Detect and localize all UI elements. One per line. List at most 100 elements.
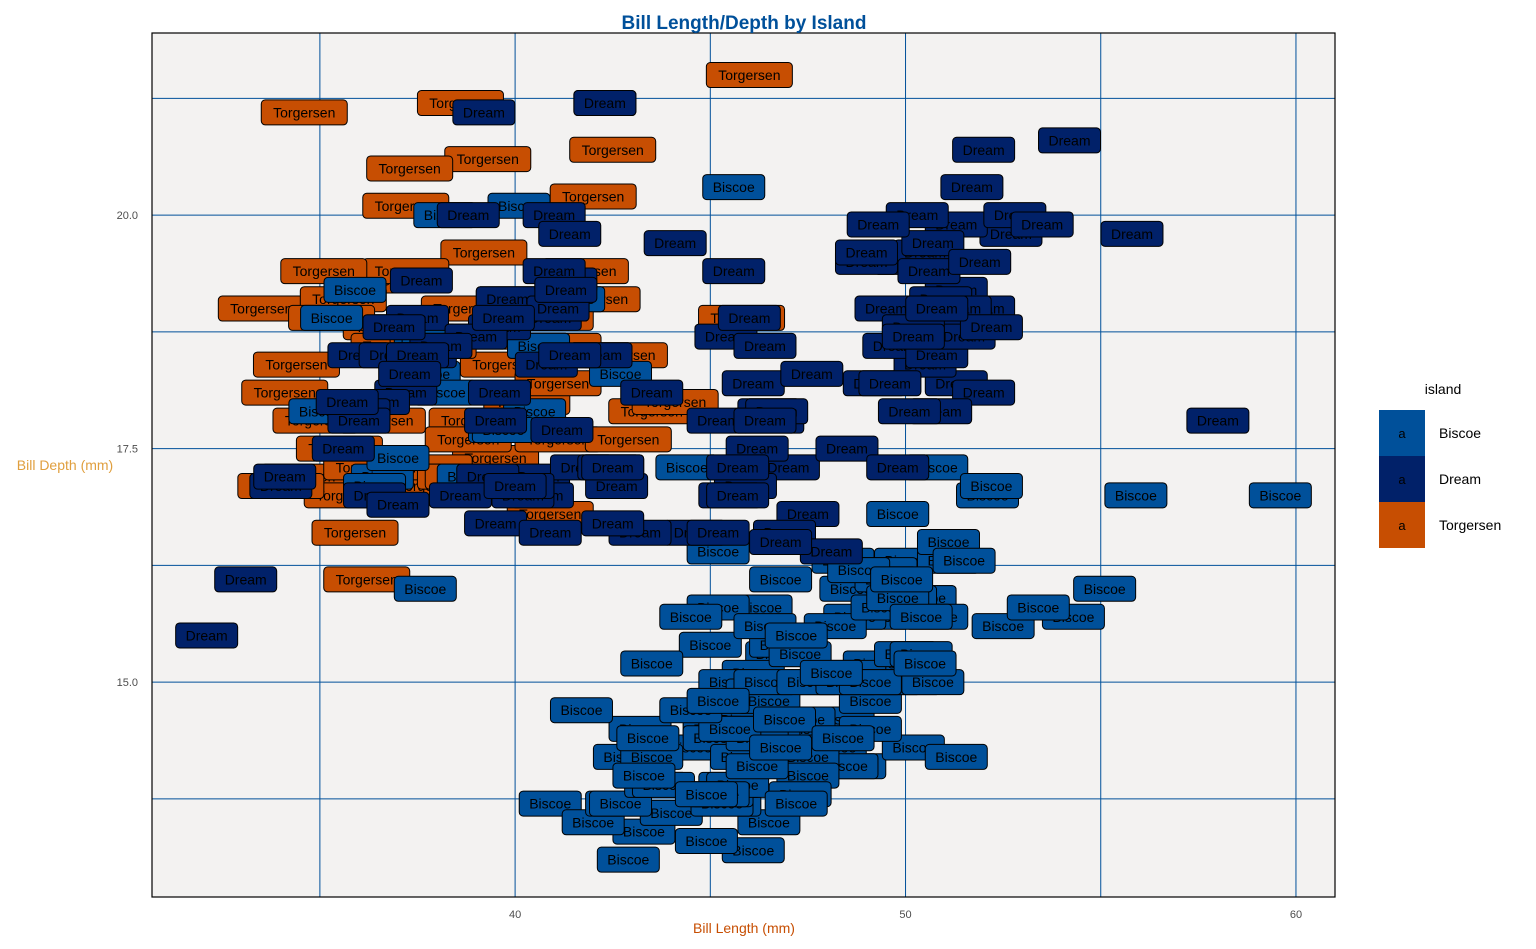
data-label-box: [214, 566, 278, 593]
data-label-text: Biscoe: [685, 833, 727, 849]
data-label-box: [366, 155, 454, 182]
data-label-box: [538, 220, 602, 247]
data-label-text: Dream: [845, 245, 887, 261]
data-label-dream: Dream: [311, 435, 375, 462]
data-label-box: [706, 482, 770, 509]
data-label-dream: Dream: [905, 295, 969, 322]
data-label-box: [643, 230, 707, 257]
data-label-box: [749, 529, 813, 556]
data-label-text: Biscoe: [736, 758, 778, 774]
data-label-box: [1073, 575, 1137, 602]
data-label-text: Dream: [916, 347, 958, 363]
data-label-text: Dream: [389, 366, 431, 382]
data-label-text: Biscoe: [912, 674, 954, 690]
data-label-text: Biscoe: [560, 702, 602, 718]
data-label-dream: Dream: [815, 435, 879, 462]
data-label-dream: Dream: [315, 388, 379, 415]
data-label-box: [1006, 594, 1070, 621]
data-label-box: [440, 239, 528, 266]
data-label-box: [706, 454, 770, 481]
data-label-text: Dream: [959, 254, 1001, 270]
data-label-box: [581, 454, 645, 481]
data-label-dream: Dream: [573, 90, 637, 117]
legend-label: Dream: [1439, 471, 1481, 487]
data-label-text: Torgersen: [273, 104, 335, 120]
data-label-text: Torgersen: [254, 385, 316, 401]
data-label-dream: Dream: [214, 566, 278, 593]
data-label-dream: Dream: [940, 174, 1004, 201]
data-label-torgersen: Torgersen: [440, 239, 528, 266]
data-label-box: [940, 174, 1004, 201]
data-label-box: [530, 416, 594, 443]
data-label-text: Dream: [744, 338, 786, 354]
data-label-text: Dream: [877, 459, 919, 475]
data-label-text: Dream: [549, 347, 591, 363]
data-label-box: [569, 136, 657, 163]
data-label-text: Dream: [697, 525, 739, 541]
data-label-torgersen: Torgersen: [584, 426, 672, 453]
data-label-box: [799, 659, 863, 686]
data-label-text: Biscoe: [881, 571, 923, 587]
data-label-box: [1038, 127, 1102, 154]
data-label-text: Dream: [826, 441, 868, 457]
data-label-biscoe: Biscoe: [752, 706, 816, 733]
data-label-box: [612, 762, 676, 789]
data-label-text: Dream: [338, 413, 380, 429]
data-label-text: Biscoe: [572, 814, 614, 830]
data-label-text: Dream: [486, 291, 528, 307]
data-label-text: Biscoe: [748, 814, 790, 830]
data-labels: Torgersen Torgersen Torgersen Torgersen Torg…: [175, 62, 1312, 873]
data-label-box: [596, 846, 660, 873]
legend-key: [1379, 502, 1425, 548]
data-label-text: Dream: [400, 273, 442, 289]
data-label-box: [702, 258, 766, 285]
data-label-text: Biscoe: [760, 740, 802, 756]
data-label-text: Dream: [533, 207, 575, 223]
data-label-box: [452, 99, 516, 126]
data-label-torgersen: Torgersen: [311, 519, 399, 546]
data-label-text: Dream: [545, 282, 587, 298]
data-label-dream: Dream: [702, 258, 766, 285]
data-label-text: Torgersen: [597, 431, 659, 447]
data-label-torgersen: Torgersen: [705, 62, 793, 89]
data-label-biscoe: Biscoe: [924, 743, 988, 770]
data-label-dream: Dream: [1186, 407, 1250, 434]
data-label-box: [366, 491, 430, 518]
data-label-text: Biscoe: [377, 450, 419, 466]
data-label-text: Dream: [760, 534, 802, 550]
data-label-biscoe: Biscoe: [366, 444, 430, 471]
data-label-box: [678, 631, 742, 658]
data-label-box: [877, 398, 941, 425]
data-label-biscoe: Biscoe: [870, 566, 934, 593]
data-label-box: [573, 90, 637, 117]
y-tick-label: 15.0: [117, 677, 138, 689]
data-label-text: Torgersen: [379, 160, 441, 176]
data-label-text: Dream: [713, 263, 755, 279]
data-label-text: Dream: [951, 179, 993, 195]
data-label-biscoe: Biscoe: [1104, 482, 1168, 509]
data-label-text: Dream: [963, 142, 1005, 158]
data-label-text: Dream: [326, 394, 368, 410]
data-label-box: [870, 566, 934, 593]
data-label-text: Torgersen: [293, 263, 355, 279]
data-label-dream: Dream: [428, 482, 492, 509]
data-label-text: Biscoe: [760, 571, 802, 587]
data-label-box: [483, 473, 547, 500]
data-label-dream: Dream: [959, 314, 1023, 341]
legend-key: [1379, 410, 1425, 456]
data-label-dream: Dream: [518, 519, 582, 546]
data-label-text: Biscoe: [779, 646, 821, 662]
legend-key-glyph: a: [1398, 426, 1406, 441]
data-label-dream: Dream: [581, 454, 645, 481]
data-label-text: Dream: [264, 469, 306, 485]
data-label-box: [834, 239, 898, 266]
data-label-dream: Dream: [952, 136, 1016, 163]
data-label-dream: Dream: [464, 407, 528, 434]
data-label-box: [389, 267, 453, 294]
data-label-box: [300, 304, 364, 331]
data-label-text: Biscoe: [900, 609, 942, 625]
data-label-biscoe: Biscoe: [612, 762, 676, 789]
data-label-text: Dream: [592, 515, 634, 531]
data-label-text: Biscoe: [744, 674, 786, 690]
data-label-biscoe: Biscoe: [866, 501, 930, 528]
